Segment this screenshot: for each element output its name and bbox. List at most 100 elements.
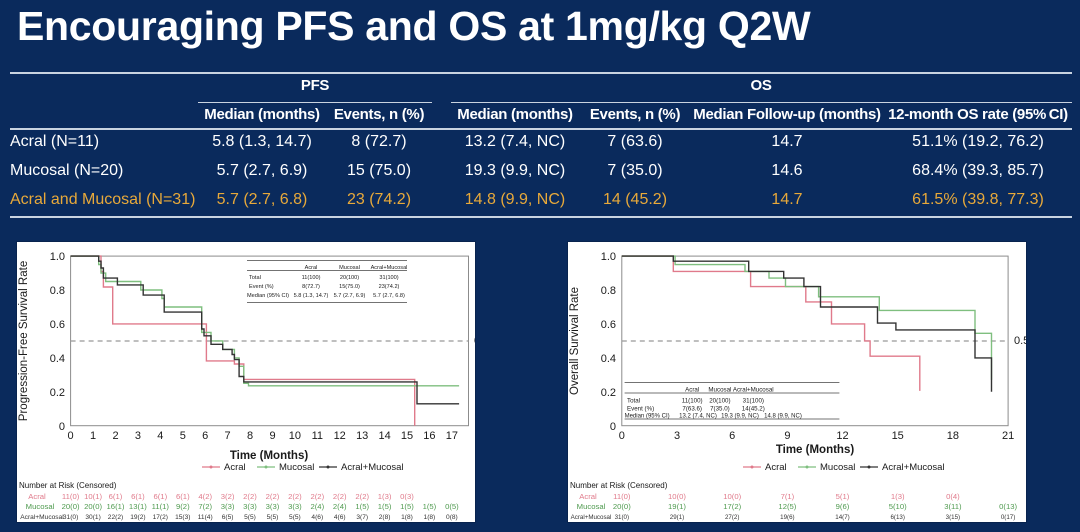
svg-text:16(1): 16(1) bbox=[107, 502, 125, 511]
svg-text:0(13): 0(13) bbox=[999, 502, 1017, 511]
svg-text:5.7 (2.7, 6.9): 5.7 (2.7, 6.9) bbox=[334, 293, 366, 299]
svg-text:3(15): 3(15) bbox=[945, 514, 959, 521]
svg-text:Mucosal: Mucosal bbox=[708, 387, 731, 394]
svg-text:3(3): 3(3) bbox=[221, 502, 235, 511]
svg-text:6(1): 6(1) bbox=[176, 492, 190, 501]
svg-text:2: 2 bbox=[112, 430, 118, 442]
svg-text:4(6): 4(6) bbox=[334, 514, 346, 521]
svg-text:Acral: Acral bbox=[305, 265, 318, 271]
svg-text:5(5): 5(5) bbox=[289, 514, 301, 521]
svg-text:0(8): 0(8) bbox=[446, 514, 458, 521]
svg-text:Event (%): Event (%) bbox=[627, 405, 654, 412]
svg-text:15(3): 15(3) bbox=[175, 514, 190, 521]
svg-text:15(75.0): 15(75.0) bbox=[339, 284, 360, 290]
svg-text:1.0: 1.0 bbox=[50, 251, 65, 263]
svg-text:2(2): 2(2) bbox=[243, 492, 257, 501]
svg-text:0(3): 0(3) bbox=[400, 492, 414, 501]
svg-text:19(6): 19(6) bbox=[780, 514, 794, 521]
svg-text:Mucosal: Mucosal bbox=[820, 462, 855, 473]
svg-text:7: 7 bbox=[225, 430, 231, 442]
svg-text:4: 4 bbox=[157, 430, 163, 442]
svg-text:Mucosal: Mucosal bbox=[26, 502, 55, 511]
svg-text:Number at Risk (Censored): Number at Risk (Censored) bbox=[19, 481, 117, 490]
svg-text:Acral: Acral bbox=[579, 492, 597, 501]
svg-text:1: 1 bbox=[90, 430, 96, 442]
svg-text:31(0): 31(0) bbox=[63, 514, 78, 521]
svg-text:20(100): 20(100) bbox=[340, 275, 359, 281]
svg-text:6: 6 bbox=[729, 430, 735, 442]
svg-text:4(2): 4(2) bbox=[198, 492, 212, 501]
svg-text:4(6): 4(6) bbox=[311, 514, 323, 521]
svg-text:1(3): 1(3) bbox=[378, 492, 392, 501]
svg-text:6: 6 bbox=[202, 430, 208, 442]
svg-text:0: 0 bbox=[59, 421, 65, 433]
svg-text:Mucosal: Mucosal bbox=[576, 502, 605, 511]
svg-text:0.8: 0.8 bbox=[50, 285, 65, 297]
svg-text:0: 0 bbox=[68, 430, 74, 442]
svg-text:0.4: 0.4 bbox=[600, 353, 615, 365]
svg-text:27(2): 27(2) bbox=[724, 514, 738, 521]
svg-text:6(5): 6(5) bbox=[222, 514, 234, 521]
svg-text:3(2): 3(2) bbox=[221, 492, 235, 501]
svg-text:17(2): 17(2) bbox=[723, 502, 741, 511]
svg-text:16: 16 bbox=[423, 430, 435, 442]
svg-text:1(5): 1(5) bbox=[355, 502, 369, 511]
svg-text:0: 0 bbox=[618, 430, 624, 442]
svg-text:11(100): 11(100) bbox=[302, 275, 321, 281]
svg-text:11(100): 11(100) bbox=[681, 397, 702, 404]
svg-text:14(7): 14(7) bbox=[835, 514, 849, 521]
svg-text:14(45.2): 14(45.2) bbox=[741, 405, 764, 412]
svg-text:29(1): 29(1) bbox=[669, 514, 683, 521]
svg-text:Acral+Mucosal: Acral+Mucosal bbox=[341, 462, 404, 473]
svg-text:Acral+Mucosal: Acral+Mucosal bbox=[371, 265, 408, 271]
svg-text:11: 11 bbox=[312, 430, 323, 442]
svg-text:30(1): 30(1) bbox=[85, 514, 100, 521]
svg-text:20(100): 20(100) bbox=[709, 397, 730, 404]
svg-text:10(0): 10(0) bbox=[668, 492, 686, 501]
svg-text:0.8: 0.8 bbox=[600, 285, 615, 297]
svg-text:5.7 (2.7, 6.8): 5.7 (2.7, 6.8) bbox=[373, 293, 405, 299]
svg-text:17: 17 bbox=[446, 430, 458, 442]
svg-text:Acral: Acral bbox=[685, 387, 699, 394]
svg-text:19.3 (9.9, NC): 19.3 (9.9, NC) bbox=[721, 413, 759, 419]
svg-text:2(2): 2(2) bbox=[333, 492, 347, 501]
svg-text:Acral+Mucosal: Acral+Mucosal bbox=[882, 462, 945, 473]
svg-text:8: 8 bbox=[247, 430, 253, 442]
svg-text:20(0): 20(0) bbox=[62, 502, 80, 511]
svg-text:3: 3 bbox=[673, 430, 679, 442]
svg-text:1(8): 1(8) bbox=[401, 514, 413, 521]
svg-text:9(6): 9(6) bbox=[835, 502, 849, 511]
svg-text:Acral+Mucosal: Acral+Mucosal bbox=[570, 514, 611, 521]
svg-text:17(2): 17(2) bbox=[153, 514, 168, 521]
svg-text:6(1): 6(1) bbox=[153, 492, 167, 501]
svg-text:1.0: 1.0 bbox=[600, 251, 615, 263]
svg-text:Acral: Acral bbox=[224, 462, 246, 473]
svg-text:14: 14 bbox=[378, 430, 390, 442]
svg-text:11(0): 11(0) bbox=[613, 492, 631, 501]
svg-text:0(4): 0(4) bbox=[946, 492, 960, 501]
svg-text:31(100): 31(100) bbox=[742, 397, 763, 404]
svg-text:11(4): 11(4) bbox=[198, 514, 213, 521]
svg-text:3(3): 3(3) bbox=[266, 502, 280, 511]
svg-text:0.5: 0.5 bbox=[474, 335, 475, 347]
svg-text:19(1): 19(1) bbox=[668, 502, 686, 511]
svg-text:Total: Total bbox=[627, 397, 640, 404]
svg-text:13: 13 bbox=[356, 430, 368, 442]
svg-text:1(3): 1(3) bbox=[890, 492, 904, 501]
svg-text:2(2): 2(2) bbox=[310, 492, 324, 501]
svg-text:Acral: Acral bbox=[765, 462, 787, 473]
svg-text:13.2 (7.4, NC): 13.2 (7.4, NC) bbox=[679, 413, 717, 419]
svg-text:5(10): 5(10) bbox=[888, 502, 906, 511]
svg-text:21: 21 bbox=[1001, 430, 1013, 442]
svg-text:7(2): 7(2) bbox=[198, 502, 212, 511]
svg-text:31(0): 31(0) bbox=[614, 514, 628, 521]
svg-text:3: 3 bbox=[135, 430, 141, 442]
svg-text:Event (%): Event (%) bbox=[249, 284, 274, 290]
svg-text:9(2): 9(2) bbox=[176, 502, 190, 511]
svg-text:0.5: 0.5 bbox=[1014, 335, 1026, 347]
svg-text:0.6: 0.6 bbox=[50, 319, 65, 331]
svg-text:1(8): 1(8) bbox=[424, 514, 436, 521]
svg-text:2(8): 2(8) bbox=[379, 514, 391, 521]
svg-text:Overall Survival Rate: Overall Survival Rate bbox=[569, 287, 581, 395]
svg-text:3(7): 3(7) bbox=[356, 514, 368, 521]
